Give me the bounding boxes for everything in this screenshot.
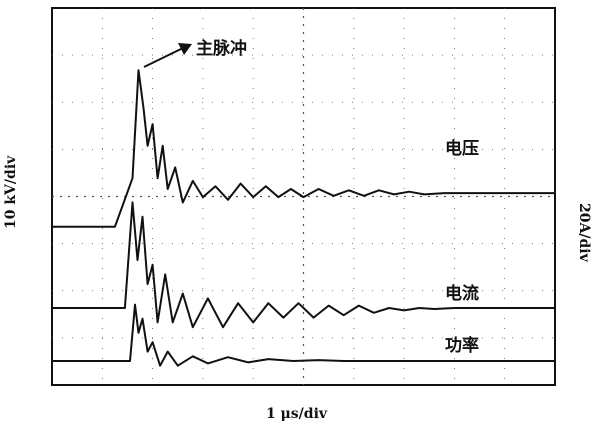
y-axis-label-right: 20A/div	[576, 203, 592, 262]
series-label-power: 功率	[445, 336, 479, 356]
y-axis-label-left: 10 kV/div	[3, 155, 19, 229]
series-line-current	[52, 201, 555, 329]
series-line-voltage	[52, 69, 555, 228]
x-axis-label: 1 μs/div	[265, 406, 328, 422]
traces	[52, 69, 555, 367]
annotation-label: 主脉冲	[196, 39, 247, 59]
series-label-voltage: 电压	[445, 139, 479, 159]
annotation-arrow	[143, 43, 192, 68]
series-line-power	[52, 303, 555, 367]
series-label-current: 电流	[445, 284, 479, 304]
